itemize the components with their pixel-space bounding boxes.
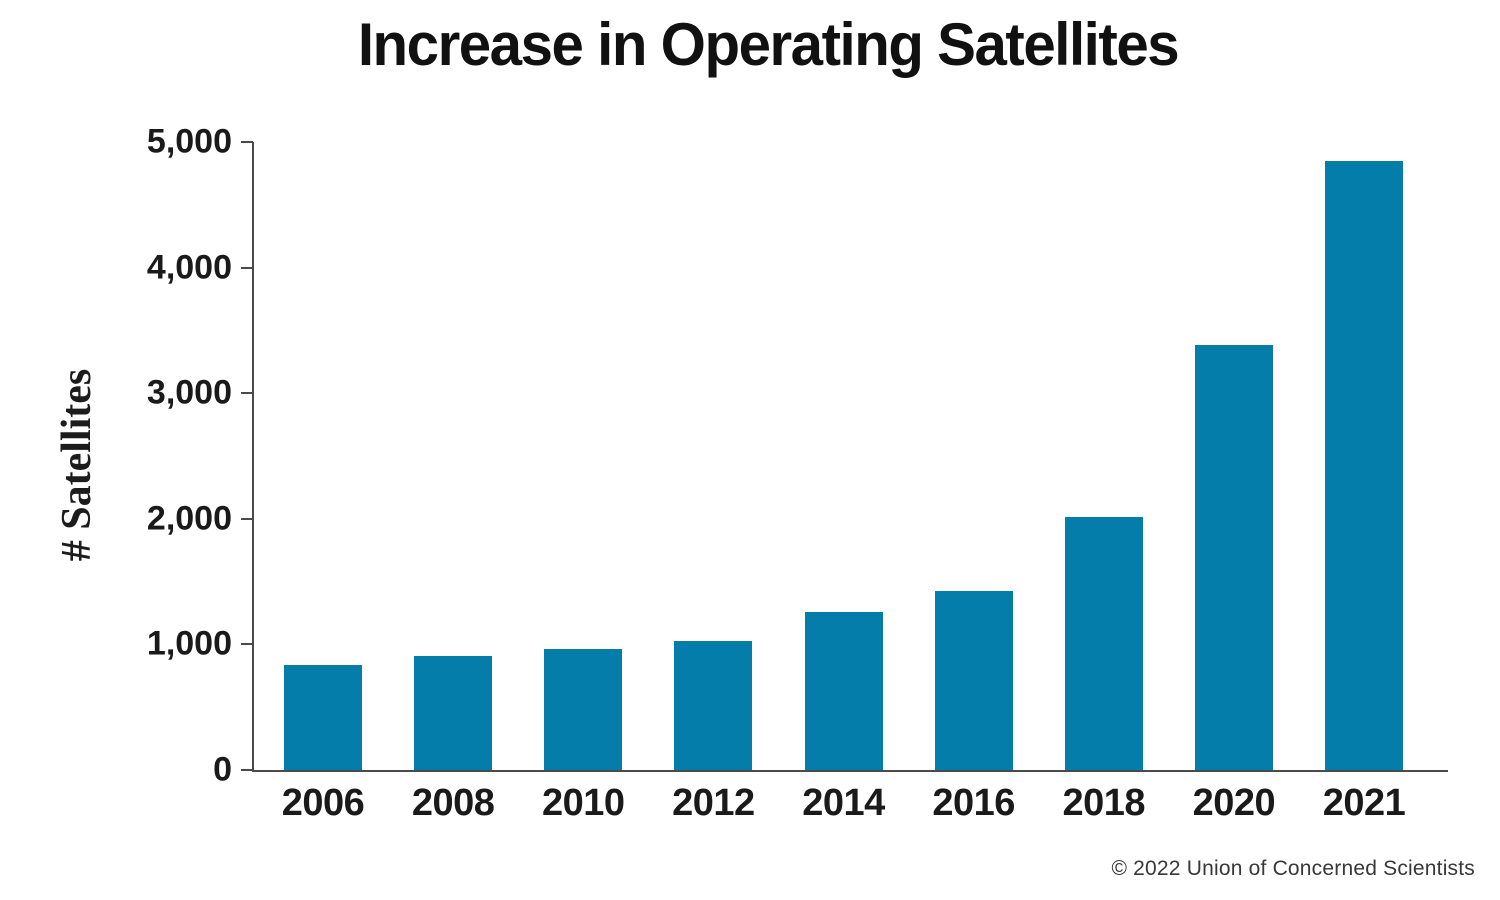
y-tick-label-1000: 1,000 [146,624,232,663]
y-tick-label-3000: 3,000 [146,373,232,412]
credit-text: © 2022 Union of Concerned Scientists [1111,857,1475,880]
chart-title: Increase in Operating Satellites [357,11,1180,78]
bar-2008 [414,656,493,770]
x-tick-label-2018: 2018 [1062,782,1146,824]
bar-2010 [544,648,623,770]
bar-2018 [1064,516,1143,770]
y-tick-label-4000: 4,000 [146,248,232,287]
x-tick-label-2014: 2014 [802,782,885,824]
y-tick-label-2000: 2,000 [146,499,232,538]
bar-2021 [1325,160,1403,770]
x-tick-label-2006: 2006 [281,782,365,824]
y-tick-mark-4000 [241,266,253,269]
y-tick-mark-1000 [241,643,253,646]
bar-2012 [674,641,753,770]
x-tick-label-2016: 2016 [932,782,1015,824]
x-axis-line [252,770,1448,772]
bar-2006 [284,665,362,770]
x-tick-label-2008: 2008 [411,782,495,824]
y-axis-line [252,142,254,772]
y-tick-label-5000: 5,000 [146,122,232,161]
y-tick-label-0: 0 [213,750,232,789]
x-tick-label-2012: 2012 [672,782,755,824]
bar-2016 [934,591,1013,770]
y-tick-mark-0 [241,769,253,771]
y-tick-mark-5000 [241,141,253,143]
bar-2020 [1194,344,1273,770]
y-tick-mark-3000 [241,392,253,395]
x-tick-label-2021: 2021 [1322,782,1406,824]
bar-2014 [804,611,883,770]
x-tick-label-2020: 2020 [1192,782,1276,824]
x-tick-label-2010: 2010 [541,782,625,824]
y-tick-mark-2000 [241,517,253,520]
